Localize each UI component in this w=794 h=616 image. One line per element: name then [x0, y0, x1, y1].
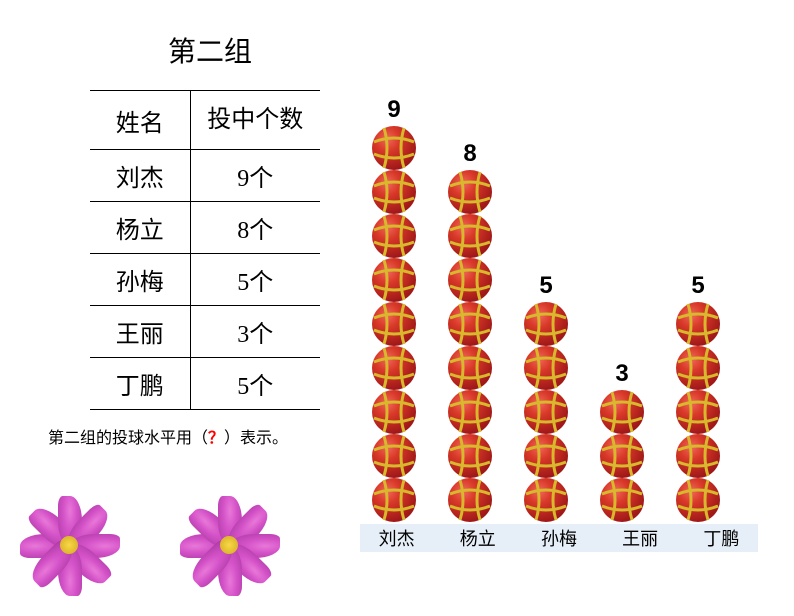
flower-icon	[160, 496, 300, 616]
cell-count: 5个	[190, 254, 320, 306]
basketball-icon	[446, 300, 494, 348]
cell-name: 王丽	[90, 306, 190, 358]
basketball-icon	[446, 388, 494, 436]
flower-center	[220, 536, 238, 554]
flowers-decoration	[0, 496, 300, 616]
basketball-icon	[370, 256, 418, 304]
ball-stack	[370, 128, 418, 524]
basketball-icon	[446, 344, 494, 392]
basketball-icon	[370, 168, 418, 216]
data-table: 姓名 投中个数 刘杰9个杨立8个孙梅5个王丽3个丁鹏5个	[90, 90, 320, 410]
ball-stack	[598, 392, 646, 524]
flower-icon	[0, 496, 140, 616]
chart-column: 3	[598, 360, 646, 524]
question-suffix: ）表示。	[224, 430, 288, 447]
cell-count: 5个	[190, 358, 320, 410]
table-row: 王丽3个	[90, 306, 320, 358]
basketball-icon	[370, 388, 418, 436]
cell-name: 刘杰	[90, 150, 190, 202]
basketball-icon	[370, 432, 418, 480]
cell-count: 3个	[190, 306, 320, 358]
basketball-icon	[674, 344, 722, 392]
basketball-icon	[370, 344, 418, 392]
table-row: 杨立8个	[90, 202, 320, 254]
cell-count: 9个	[190, 150, 320, 202]
axis-base: 刘杰 杨立 孙梅 王丽 丁鹏	[360, 524, 758, 552]
ball-stack	[674, 304, 722, 524]
chart-column: 9	[370, 96, 418, 524]
basketball-icon	[598, 432, 646, 480]
flower-center	[60, 536, 78, 554]
basketball-icon	[370, 124, 418, 172]
axis-label: 刘杰	[373, 525, 421, 551]
axis-label: 王丽	[616, 525, 664, 551]
table-row: 丁鹏5个	[90, 358, 320, 410]
basketball-icon	[674, 476, 722, 524]
chart-column: 8	[446, 140, 494, 524]
table-header-row: 姓名 投中个数	[90, 91, 320, 150]
basketball-icon	[674, 300, 722, 348]
column-value-label: 8	[463, 140, 476, 168]
chart-area: 9 8 5 3 5	[370, 96, 722, 524]
basketball-icon	[522, 388, 570, 436]
header-count: 投中个数	[190, 91, 320, 150]
cell-name: 丁鹏	[90, 358, 190, 410]
basketball-icon	[370, 476, 418, 524]
ball-stack	[522, 304, 570, 524]
table-row: 孙梅5个	[90, 254, 320, 306]
table-row: 刘杰9个	[90, 150, 320, 202]
chart-section: 9 8 5 3 5 刘杰 杨立 孙梅 王丽 丁鹏	[360, 0, 794, 596]
question-prefix: 第二组的投球水平用（	[48, 430, 208, 447]
column-value-label: 9	[387, 96, 400, 124]
basketball-icon	[446, 168, 494, 216]
table-title: 第二组	[100, 30, 320, 70]
basketball-icon	[446, 476, 494, 524]
basketball-icon	[446, 256, 494, 304]
basketball-icon	[370, 300, 418, 348]
question-mark: ？	[208, 430, 224, 447]
chart-column: 5	[674, 272, 722, 524]
cell-name: 孙梅	[90, 254, 190, 306]
column-value-label: 3	[615, 360, 628, 388]
basketball-icon	[598, 476, 646, 524]
column-value-label: 5	[539, 272, 552, 300]
basketball-icon	[674, 388, 722, 436]
cell-count: 8个	[190, 202, 320, 254]
basketball-icon	[522, 344, 570, 392]
question-line: 第二组的投球水平用（？）表示。	[48, 424, 288, 448]
column-value-label: 5	[691, 272, 704, 300]
axis-label: 孙梅	[535, 525, 583, 551]
axis-label: 丁鹏	[697, 525, 745, 551]
ball-stack	[446, 172, 494, 524]
header-name: 姓名	[90, 91, 190, 150]
basketball-icon	[522, 476, 570, 524]
chart-column: 5	[522, 272, 570, 524]
basketball-icon	[674, 432, 722, 480]
basketball-icon	[522, 300, 570, 348]
basketball-icon	[598, 388, 646, 436]
basketball-icon	[446, 212, 494, 260]
cell-name: 杨立	[90, 202, 190, 254]
basketball-icon	[370, 212, 418, 260]
axis-label: 杨立	[454, 525, 502, 551]
basketball-icon	[446, 432, 494, 480]
basketball-icon	[522, 432, 570, 480]
